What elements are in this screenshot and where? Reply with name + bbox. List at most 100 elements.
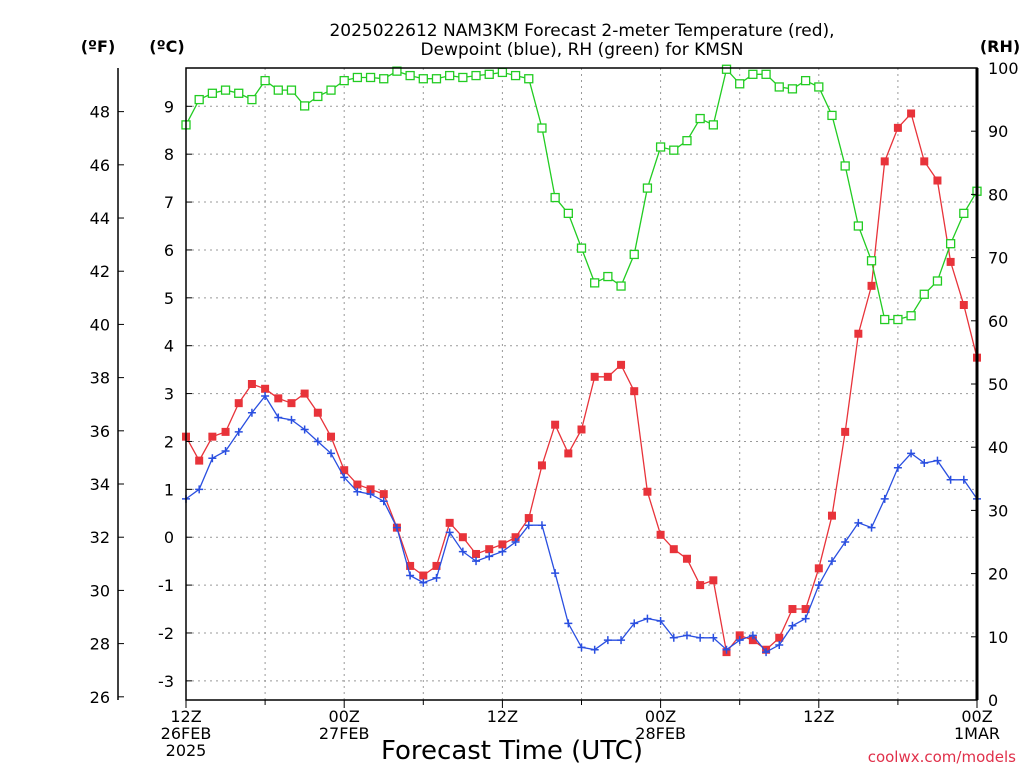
rh-point [880, 314, 890, 325]
celsius-tick-label: 2 [164, 432, 174, 451]
rh-point [735, 79, 745, 89]
dewpoint-point [775, 640, 784, 649]
dewpoint-point [472, 557, 481, 566]
dewpoint-point [300, 425, 309, 434]
dewpoint-point [827, 557, 836, 566]
x-tick-label: 12Z [170, 707, 201, 726]
rh-tick-label: 90 [988, 122, 1008, 141]
x-tick-label: 27FEB [319, 724, 370, 743]
temperature-point [472, 549, 481, 558]
fahrenheit-tick-label: 36 [90, 422, 110, 441]
rh-tick-label: 10 [988, 628, 1008, 647]
rh-point [814, 82, 824, 92]
rh-tick-label: 20 [988, 565, 1008, 584]
dewpoint-point [313, 437, 322, 446]
rh-point [761, 69, 771, 79]
celsius-tick-label: 4 [164, 337, 174, 356]
rh-point [629, 249, 639, 260]
celsius-tick-label: -3 [158, 672, 174, 691]
dewpoint-point [920, 459, 929, 467]
rh-tick-label: 60 [988, 312, 1008, 331]
rh-point [524, 74, 534, 84]
temperature-point [327, 432, 336, 441]
rh-point [445, 70, 455, 81]
dewpoint-point [485, 552, 494, 561]
rh-point [563, 208, 573, 219]
rh-point [708, 120, 718, 130]
dewpoint-point [669, 633, 678, 642]
dewpoint-point [854, 518, 863, 527]
dewpoint-point [445, 528, 454, 537]
temperature-point [920, 157, 929, 166]
temperature-point [313, 408, 322, 417]
rh-point [840, 161, 850, 171]
dewpoint-point [564, 619, 573, 628]
temperature-point [511, 533, 520, 542]
rh-point [379, 74, 389, 84]
rh-point [299, 101, 310, 111]
dewpoint-point [392, 523, 401, 532]
dewpoint-point [682, 631, 691, 640]
temperature-point [748, 636, 757, 645]
fahrenheit-tick-label: 30 [90, 581, 110, 600]
dewpoint-point [801, 614, 810, 623]
rh-point [247, 94, 257, 105]
dewpoint-point [327, 449, 336, 458]
rh-point [669, 145, 679, 155]
x-tick-label: 00Z [961, 707, 992, 726]
temperature-point [643, 487, 652, 496]
rh-point [273, 85, 283, 95]
temperature-point [696, 581, 705, 590]
temperature-point [419, 571, 428, 580]
celsius-tick-label: 6 [164, 241, 174, 260]
dewpoint-point [366, 490, 375, 499]
temperature-point [247, 380, 256, 388]
temperature-point [458, 533, 467, 542]
dewpoint-point [458, 547, 467, 556]
dewpoint-point [880, 494, 889, 503]
dewpoint-point [630, 619, 639, 628]
rh-point [721, 64, 732, 74]
credit-label: coolwx.com/models [868, 748, 1016, 766]
rh-point [748, 69, 758, 79]
temperature-point [445, 518, 454, 527]
temperature-point [208, 432, 217, 441]
dewpoint-point [933, 456, 942, 465]
temperature-point [946, 257, 955, 266]
rh-point [827, 110, 837, 121]
dewpoint-point [208, 454, 217, 463]
dewpoint-point [524, 521, 533, 530]
dewpoint-point [841, 538, 850, 546]
celsius-tick-label: 3 [164, 385, 174, 404]
dewpoint-point [656, 617, 665, 625]
rh-tick-label: 80 [988, 185, 1008, 204]
fahrenheit-unit-label: (ºF) [81, 37, 116, 56]
rh-point [550, 192, 560, 203]
temperature-point [709, 576, 718, 585]
rh-series [181, 64, 982, 325]
dewpoint-point [287, 415, 296, 424]
dewpoint-point [551, 569, 560, 578]
dewpoint-point [735, 636, 744, 645]
rh-point [682, 136, 692, 146]
rh-point [392, 66, 402, 76]
temperature-point [867, 281, 876, 290]
temperature-point [814, 564, 823, 573]
celsius-tick-label: 8 [164, 145, 174, 164]
dewpoint-point [748, 631, 757, 640]
rh-point [497, 67, 508, 78]
dewpoint-point [617, 636, 626, 645]
fahrenheit-tick-label: 42 [90, 262, 110, 281]
temperature-point [551, 420, 560, 429]
dewpoint-point [511, 538, 520, 546]
rh-point [576, 243, 587, 253]
dewpoint-point [419, 578, 428, 587]
temperature-point [933, 176, 942, 185]
fahrenheit-tick-label: 32 [90, 528, 110, 547]
celsius-tick-label: 9 [164, 97, 174, 116]
temperature-point [432, 561, 441, 570]
rh-point [286, 85, 297, 95]
rh-point [220, 85, 231, 95]
rh-unit-label: (RH) [980, 37, 1020, 56]
dewpoint-point [603, 636, 612, 645]
